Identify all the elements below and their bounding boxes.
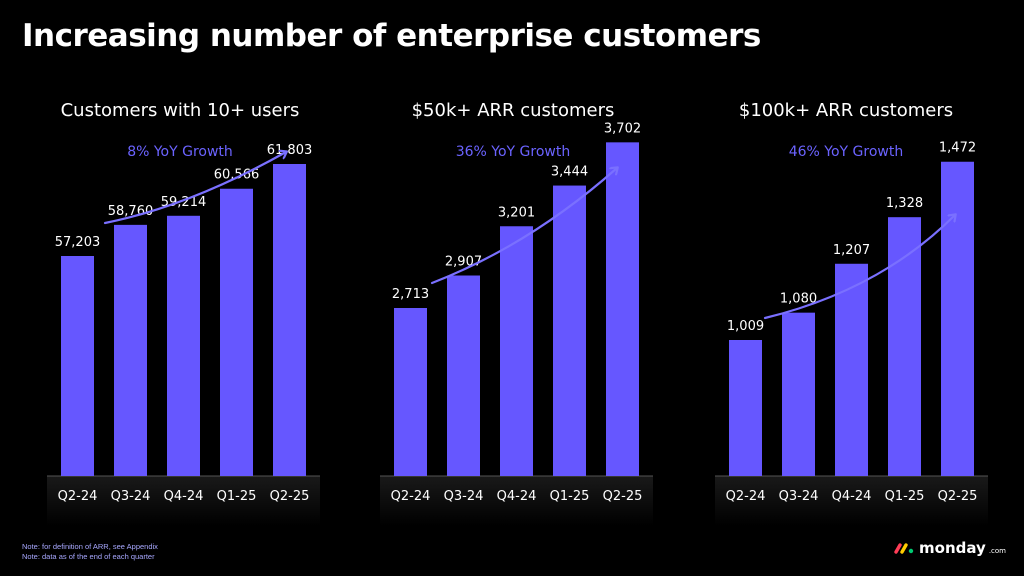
value-label: 3,444 bbox=[551, 165, 588, 180]
tick-label: Q2-24 bbox=[726, 489, 766, 504]
value-label: 1,009 bbox=[727, 319, 764, 334]
bar-q3-24 bbox=[114, 224, 147, 476]
bar-q2-24 bbox=[729, 340, 762, 476]
logo-mark bbox=[900, 543, 908, 554]
logo-word: monday bbox=[919, 539, 986, 557]
bar-q2-24 bbox=[394, 308, 427, 476]
bar-q3-24 bbox=[782, 312, 815, 476]
footnotes: Note: for definition of ARR, see Appendi… bbox=[22, 542, 158, 562]
tick-label: Q4-24 bbox=[164, 489, 204, 504]
tick-label: Q2-24 bbox=[58, 489, 98, 504]
tick-label: Q1-25 bbox=[550, 489, 590, 504]
bar-q2-25 bbox=[941, 161, 974, 476]
growth-arrow bbox=[430, 168, 617, 285]
logo-suffix: .com bbox=[988, 546, 1006, 555]
value-label: 57,203 bbox=[55, 235, 101, 250]
logo-mark bbox=[894, 543, 902, 554]
chart-100k-arr-customers: $100k+ ARR customers 46% YoY Growth 1,009 Q… bbox=[715, 100, 988, 526]
value-label: 61,803 bbox=[267, 143, 313, 158]
growth-annotation: 36% YoY Growth bbox=[456, 144, 571, 160]
tick-label: Q1-25 bbox=[885, 489, 925, 504]
monday-logo-icon bbox=[894, 543, 914, 554]
growth-arrow bbox=[103, 152, 286, 225]
footnote-quarter: Note: data as of the end of each quarter bbox=[22, 552, 155, 561]
baseline-glow bbox=[715, 476, 988, 526]
chart-title: $100k+ ARR customers bbox=[739, 100, 953, 121]
bar-q1-25 bbox=[220, 188, 253, 477]
bar-q2-25 bbox=[273, 164, 306, 476]
growth-annotation: 8% YoY Growth bbox=[127, 144, 233, 160]
bar-q4-24 bbox=[500, 226, 533, 476]
bar-q4-24 bbox=[167, 215, 200, 476]
tick-label: Q4-24 bbox=[497, 489, 537, 504]
slide-title: Increasing number of enterprise customer… bbox=[22, 18, 761, 54]
logo-dot bbox=[908, 548, 914, 554]
baseline-glow bbox=[47, 476, 320, 526]
tick-label: Q3-24 bbox=[444, 489, 484, 504]
chart-title: Customers with 10+ users bbox=[61, 100, 300, 121]
value-label: 3,201 bbox=[498, 205, 535, 220]
bar-q2-25 bbox=[606, 142, 639, 476]
tick-label: Q2-25 bbox=[270, 489, 310, 504]
tick-label: Q3-24 bbox=[111, 489, 151, 504]
tick-label: Q2-25 bbox=[603, 489, 643, 504]
baseline-glow bbox=[380, 476, 653, 526]
bar-q2-24 bbox=[61, 256, 94, 476]
tick-label: Q2-24 bbox=[391, 489, 431, 504]
growth-arrow bbox=[763, 215, 955, 320]
bar-q1-25 bbox=[888, 217, 921, 476]
tick-label: Q2-25 bbox=[938, 489, 978, 504]
value-label: 1,328 bbox=[886, 196, 923, 211]
growth-annotation: 46% YoY Growth bbox=[789, 144, 904, 160]
footnote-arr: Note: for definition of ARR, see Appendi… bbox=[22, 542, 158, 551]
chart-title: $50k+ ARR customers bbox=[412, 100, 615, 121]
value-label: 59,214 bbox=[161, 195, 207, 210]
bar-q1-25 bbox=[553, 185, 586, 476]
value-label: 1,080 bbox=[780, 292, 817, 307]
monday-logo: monday .com bbox=[894, 539, 1006, 557]
value-label: 1,207 bbox=[833, 243, 870, 258]
bar-q3-24 bbox=[447, 275, 480, 476]
tick-label: Q4-24 bbox=[832, 489, 872, 504]
tick-label: Q3-24 bbox=[779, 489, 819, 504]
value-label: 1,472 bbox=[939, 141, 976, 156]
value-label: 2,713 bbox=[392, 287, 429, 302]
value-label: 3,702 bbox=[604, 121, 641, 136]
chart-customers-with-10-users: Customers with 10+ users 8% YoY Growth 57,… bbox=[47, 100, 320, 526]
chart-50k-arr-customers: $50k+ ARR customers 36% YoY Growth 2,713 Q2… bbox=[380, 100, 653, 526]
value-label: 2,907 bbox=[445, 255, 482, 270]
bar-q4-24 bbox=[835, 263, 868, 476]
tick-label: Q1-25 bbox=[217, 489, 257, 504]
